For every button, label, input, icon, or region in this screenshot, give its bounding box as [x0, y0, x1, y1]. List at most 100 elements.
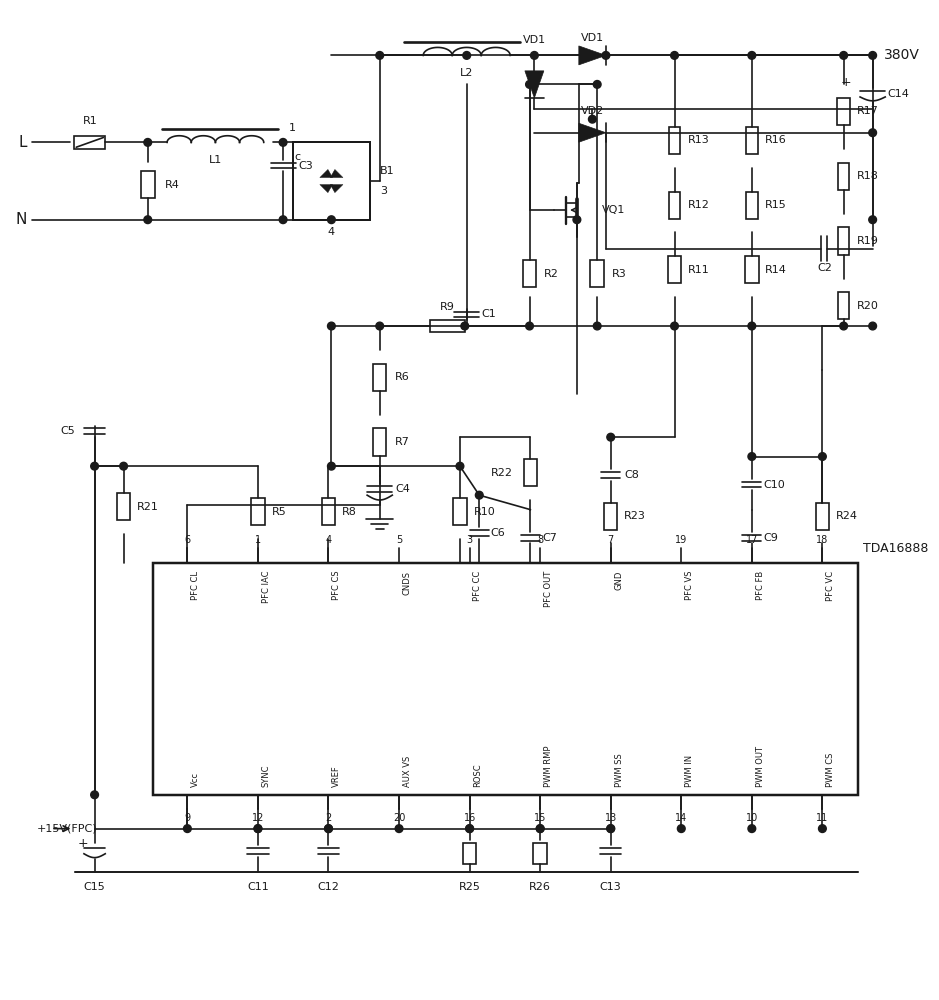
- Text: R10: R10: [473, 507, 495, 517]
- Circle shape: [463, 52, 470, 59]
- Bar: [533, 843, 546, 864]
- Circle shape: [456, 462, 464, 470]
- Circle shape: [839, 322, 848, 330]
- Circle shape: [461, 322, 469, 330]
- Text: C8: C8: [624, 470, 639, 480]
- Text: PWM SS: PWM SS: [615, 753, 623, 787]
- Text: 1: 1: [289, 123, 296, 133]
- Text: L1: L1: [208, 155, 222, 165]
- Text: SYNC: SYNC: [262, 765, 270, 787]
- Circle shape: [536, 825, 544, 832]
- Bar: [816, 503, 829, 530]
- Text: 6: 6: [184, 535, 191, 545]
- Circle shape: [819, 825, 826, 832]
- Circle shape: [839, 52, 848, 59]
- Polygon shape: [331, 185, 343, 193]
- Text: R4: R4: [165, 180, 180, 190]
- Bar: [524, 459, 537, 486]
- Text: 4: 4: [328, 227, 335, 237]
- Bar: [746, 192, 758, 219]
- Polygon shape: [320, 169, 332, 178]
- Polygon shape: [525, 71, 544, 98]
- Text: R1: R1: [83, 116, 97, 126]
- Circle shape: [869, 216, 876, 224]
- Bar: [322, 498, 335, 525]
- Text: 5: 5: [396, 535, 402, 545]
- Circle shape: [748, 825, 756, 832]
- Circle shape: [536, 825, 544, 832]
- Text: PFC FB: PFC FB: [756, 571, 764, 600]
- Circle shape: [869, 129, 876, 137]
- Text: R25: R25: [458, 882, 481, 892]
- Bar: [430, 320, 465, 332]
- Circle shape: [593, 322, 601, 330]
- Text: N: N: [16, 212, 27, 227]
- Bar: [838, 163, 850, 190]
- Bar: [591, 260, 604, 287]
- Circle shape: [573, 216, 580, 224]
- Bar: [838, 227, 850, 255]
- Circle shape: [526, 322, 533, 330]
- Text: 13: 13: [605, 813, 617, 823]
- Bar: [141, 171, 155, 198]
- Circle shape: [254, 825, 262, 832]
- Text: C14: C14: [887, 89, 909, 99]
- Circle shape: [748, 322, 756, 330]
- Text: B1: B1: [379, 166, 394, 176]
- Text: C5: C5: [60, 426, 75, 436]
- Circle shape: [376, 322, 384, 330]
- Text: +: +: [840, 76, 851, 89]
- Text: 1: 1: [254, 535, 261, 545]
- Text: R7: R7: [395, 437, 410, 447]
- Text: 11: 11: [816, 813, 828, 823]
- Text: C12: C12: [317, 882, 339, 892]
- Text: C13: C13: [600, 882, 622, 892]
- Circle shape: [91, 791, 99, 799]
- Polygon shape: [331, 169, 343, 178]
- Circle shape: [91, 462, 99, 470]
- Circle shape: [589, 115, 596, 123]
- Bar: [746, 127, 758, 154]
- Bar: [153, 563, 858, 795]
- Text: R21: R21: [137, 502, 159, 512]
- Bar: [293, 142, 370, 220]
- Circle shape: [183, 825, 192, 832]
- Circle shape: [670, 322, 678, 330]
- Polygon shape: [578, 123, 606, 142]
- Circle shape: [475, 491, 484, 499]
- Text: VQ1: VQ1: [602, 205, 625, 215]
- Text: R8: R8: [342, 507, 357, 517]
- Text: 17: 17: [746, 535, 758, 545]
- Circle shape: [593, 81, 601, 88]
- Text: +15V(FPC): +15V(FPC): [37, 824, 98, 834]
- Text: AUX VS: AUX VS: [403, 756, 412, 787]
- Circle shape: [325, 825, 332, 832]
- Text: R3: R3: [611, 269, 626, 279]
- Circle shape: [748, 453, 756, 460]
- Text: PFC IAC: PFC IAC: [262, 571, 270, 603]
- Text: C4: C4: [395, 484, 410, 494]
- Circle shape: [328, 322, 335, 330]
- Text: 15: 15: [534, 813, 546, 823]
- Text: R15: R15: [765, 200, 787, 210]
- Text: 18: 18: [816, 535, 828, 545]
- Circle shape: [466, 825, 473, 832]
- Text: 2: 2: [326, 813, 331, 823]
- Text: 380V: 380V: [885, 48, 920, 62]
- Bar: [668, 256, 682, 283]
- Circle shape: [677, 825, 685, 832]
- Circle shape: [466, 825, 473, 832]
- Text: L2: L2: [460, 68, 473, 78]
- Bar: [116, 493, 131, 520]
- Circle shape: [279, 139, 287, 146]
- Text: R23: R23: [624, 511, 646, 521]
- Text: R11: R11: [688, 265, 710, 275]
- Text: 12: 12: [252, 813, 264, 823]
- Text: VD1: VD1: [523, 35, 546, 45]
- Circle shape: [869, 322, 876, 330]
- Text: R13: R13: [688, 135, 710, 145]
- Text: R9: R9: [440, 302, 454, 312]
- Text: 20: 20: [393, 813, 406, 823]
- Text: R5: R5: [271, 507, 286, 517]
- Text: C7: C7: [542, 533, 557, 543]
